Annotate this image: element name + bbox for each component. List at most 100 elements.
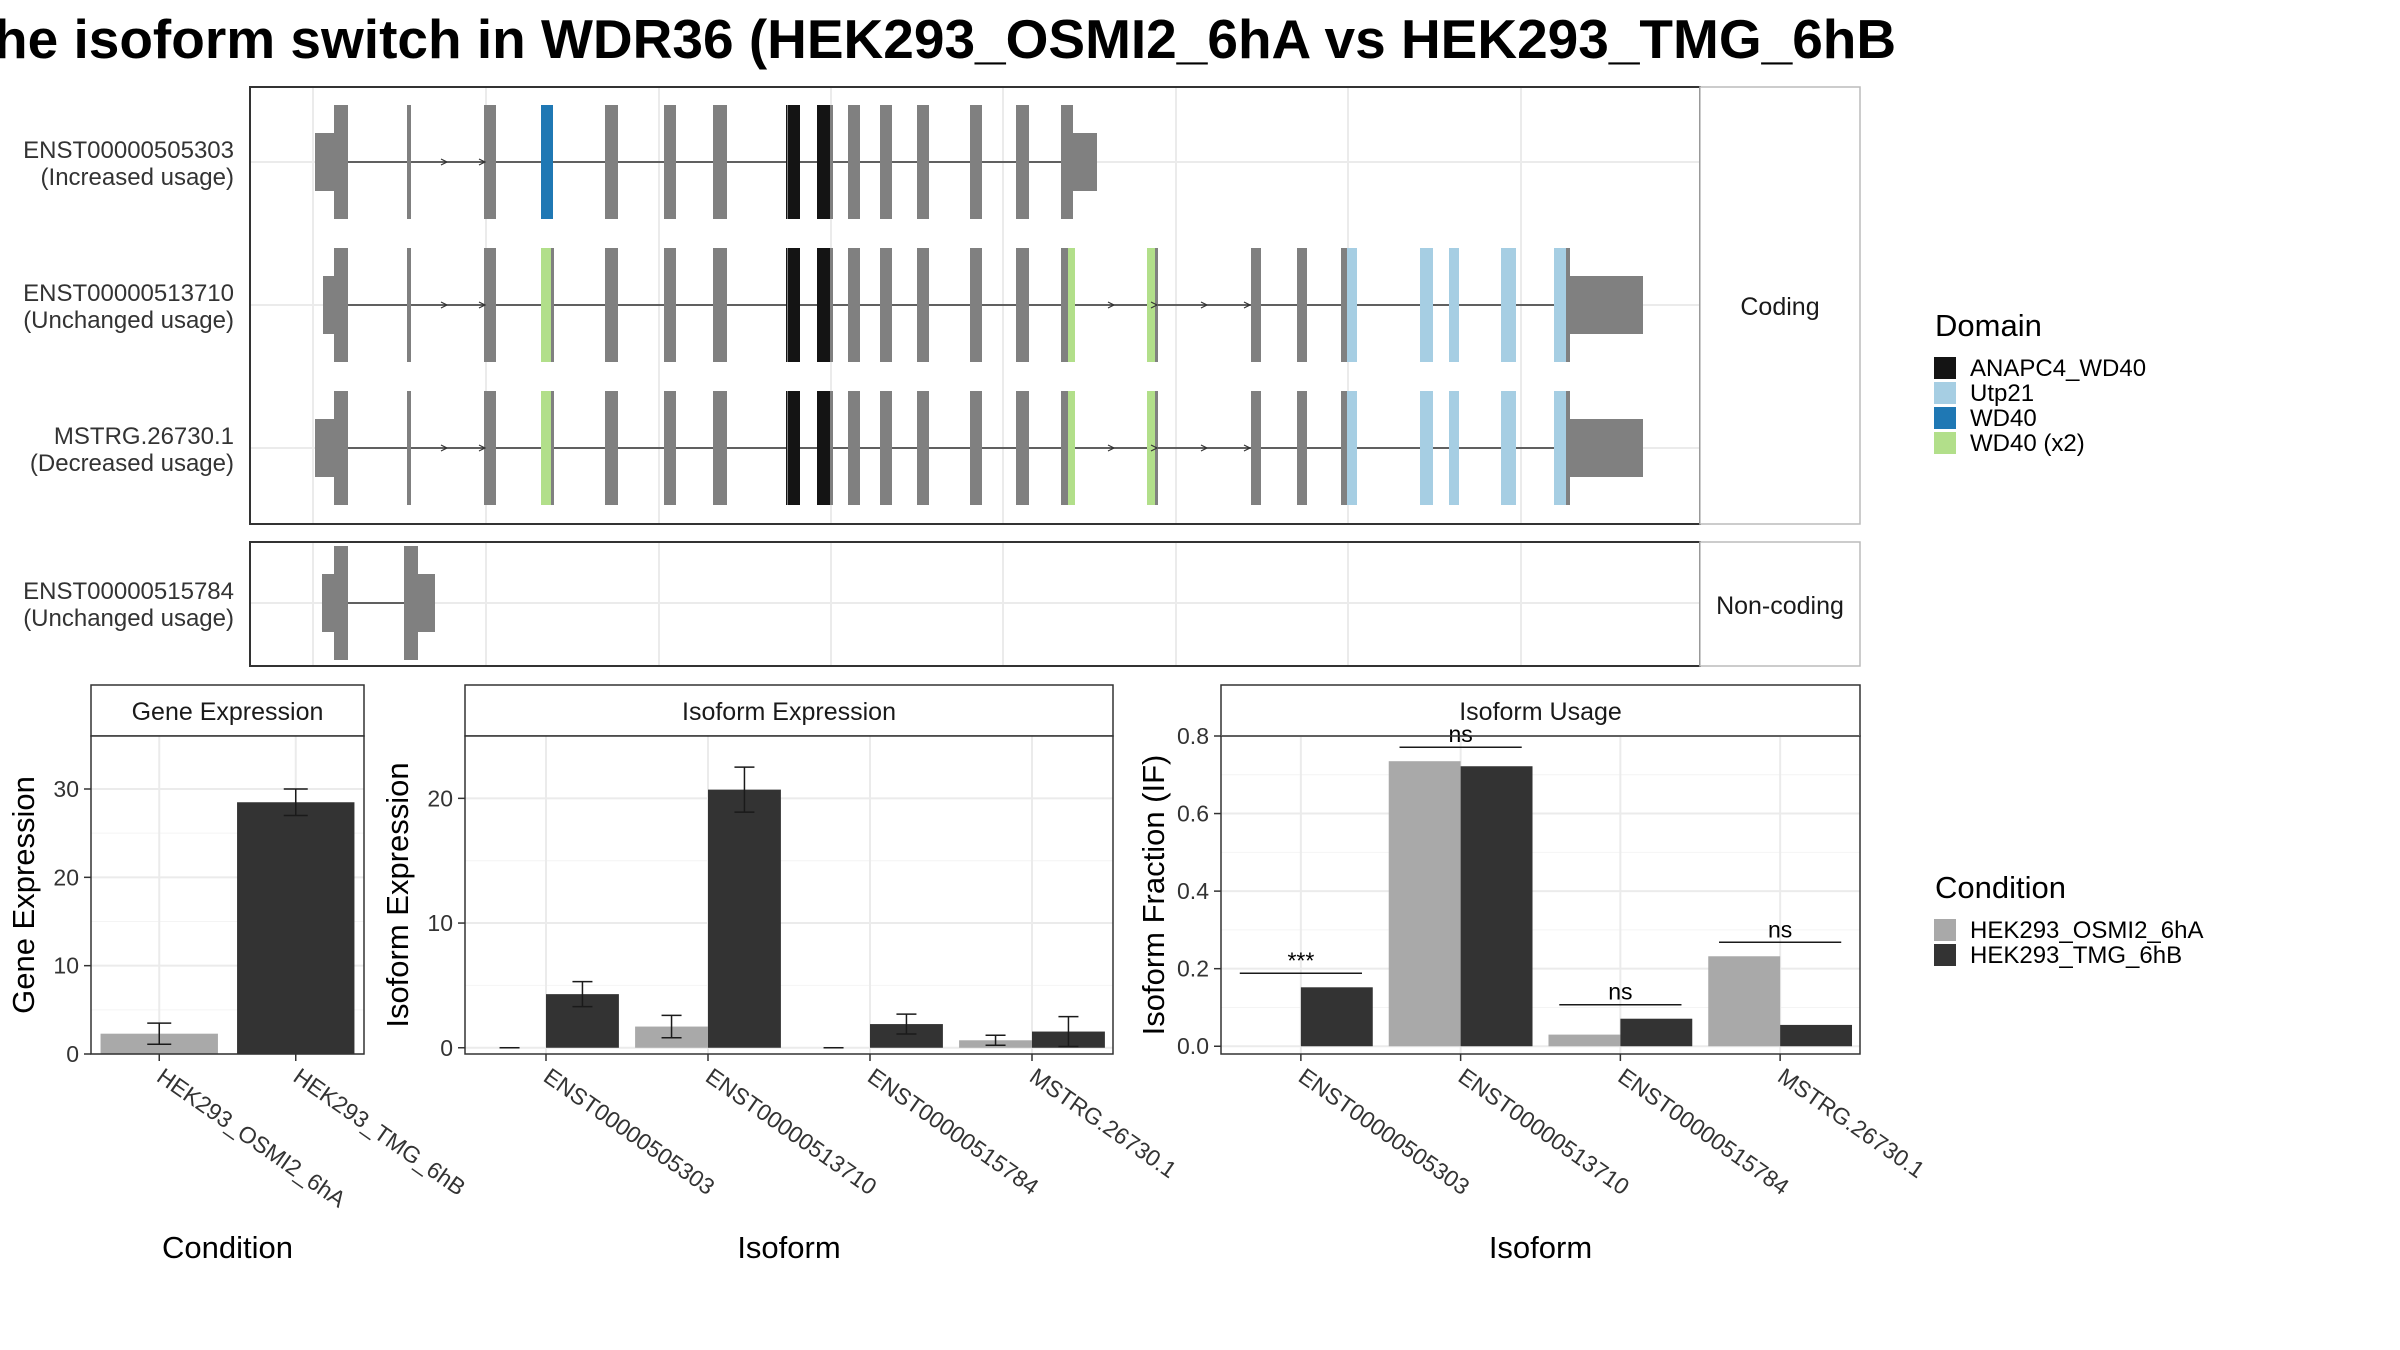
- exon-block: [1016, 248, 1029, 362]
- exon-block: [848, 391, 860, 505]
- exon-block: [1061, 105, 1073, 219]
- y-axis-title: Gene Expression: [6, 776, 41, 1014]
- exon-block: [334, 391, 348, 505]
- significance-label: ns: [1608, 979, 1632, 1005]
- bar: [1620, 1018, 1693, 1047]
- transcript-id-label: ENST00000513710: [23, 280, 234, 307]
- exon-block: [664, 248, 676, 362]
- exon-block: [1347, 391, 1357, 505]
- bar: [870, 1024, 943, 1048]
- exon-block: [1501, 391, 1516, 505]
- transcript-usage-label: (Decreased usage): [30, 450, 234, 477]
- exon-block: [1147, 248, 1155, 362]
- bar: [1300, 987, 1373, 1047]
- exon-block: [551, 391, 554, 505]
- exon-block: [970, 391, 982, 505]
- bar: [1708, 956, 1781, 1047]
- error-bar: [1058, 1015, 1079, 1048]
- exon-block: [551, 248, 554, 362]
- strand-arrow: [1200, 301, 1209, 309]
- condition-legend-key: [1934, 944, 1956, 966]
- exon-block: [334, 546, 348, 660]
- exon-block: [713, 105, 727, 219]
- strand-arrow: [1107, 444, 1116, 452]
- domain-legend-title: Domain: [1935, 308, 2042, 343]
- utr-block: [323, 276, 335, 334]
- exon-block: [407, 105, 411, 219]
- bar: [708, 789, 781, 1048]
- x-tick-label: ENST00000505303: [1294, 1063, 1474, 1200]
- strand-arrow: [440, 158, 449, 166]
- exon-block: [786, 248, 800, 362]
- domain-legend-label: WD40: [1970, 405, 2037, 432]
- domain-legend-label: WD40 (x2): [1970, 430, 2085, 457]
- exon-block: [1501, 248, 1516, 362]
- exon-block: [713, 391, 727, 505]
- exon-block: [1061, 391, 1068, 505]
- exon-block: [713, 248, 727, 362]
- expression-charts: Gene Expression0102030HEK293_OSMI2_6hAHE…: [6, 684, 1930, 1265]
- utr-block: [322, 574, 335, 632]
- exon-block: [1566, 248, 1570, 362]
- y-tick-label: 20: [427, 785, 453, 811]
- strand-arrow: [1150, 444, 1159, 452]
- bar: [237, 802, 355, 1054]
- y-tick-label: 0.4: [1177, 878, 1209, 904]
- x-tick-label: MSTRG.26730.1: [1025, 1063, 1181, 1183]
- exon-block: [1449, 391, 1459, 505]
- exon-block: [484, 248, 496, 362]
- exon-block: [1297, 391, 1307, 505]
- exon-block: [1347, 248, 1357, 362]
- chart-title: Gene Expression: [132, 698, 324, 726]
- exon-block: [1251, 248, 1261, 362]
- x-tick-label: ENST00000515784: [1614, 1063, 1795, 1200]
- error-bar: [283, 788, 308, 817]
- transcript-id-label: ENST00000505303: [23, 137, 234, 164]
- strand-arrow: [1107, 301, 1116, 309]
- transcript-usage-label: (Unchanged usage): [23, 605, 234, 632]
- exon-block: [830, 391, 833, 505]
- y-tick-label: 10: [53, 953, 79, 979]
- exon-block: [880, 248, 892, 362]
- condition-legend-label: HEK293_OSMI2_6hA: [1970, 917, 2203, 944]
- x-tick-label: ENST00000513710: [1454, 1063, 1634, 1200]
- utr-block: [1073, 133, 1097, 191]
- exon-block: [786, 391, 800, 505]
- exon-block: [334, 105, 348, 219]
- exon-block: [787, 391, 788, 505]
- condition-legend-label: HEK293_TMG_6hB: [1970, 942, 2182, 969]
- strand-arrow: [440, 301, 449, 309]
- strand-arrow: [478, 301, 487, 309]
- figure-title: he isoform switch in WDR36 (HEK293_OSMI2…: [0, 8, 1896, 70]
- exon-block: [1341, 248, 1347, 362]
- y-tick-label: 0.0: [1177, 1033, 1209, 1059]
- domain-legend-key: [1934, 357, 1956, 379]
- y-tick-label: 30: [53, 776, 79, 802]
- exon-block: [1147, 391, 1155, 505]
- x-axis-title: Condition: [162, 1230, 293, 1265]
- exon-block: [1251, 391, 1261, 505]
- plot-border: [90, 735, 365, 1055]
- transcript-structure-panel: Coding Non-coding ENST00000505303(Increase…: [23, 86, 1861, 667]
- bar: [1780, 1024, 1853, 1047]
- exon-block: [1068, 248, 1075, 362]
- exon-block: [970, 248, 982, 362]
- exon-block: [848, 105, 860, 219]
- utr-block: [1569, 419, 1643, 477]
- exon-block: [787, 105, 788, 219]
- plot-border: [1220, 735, 1861, 1055]
- bar: [1548, 1034, 1621, 1047]
- strand-arrow: [1243, 444, 1252, 452]
- chart-strip: [1220, 684, 1861, 737]
- utr-block: [1569, 276, 1643, 334]
- exon-block: [605, 248, 618, 362]
- exon-block: [817, 105, 830, 219]
- strand-arrow: [478, 158, 487, 166]
- chart-strip: [464, 684, 1114, 737]
- noncoding-strip-label: Non-coding: [1716, 592, 1844, 620]
- y-tick-label: 20: [53, 864, 79, 890]
- significance-label: ns: [1768, 916, 1792, 942]
- exon-block: [1420, 391, 1433, 505]
